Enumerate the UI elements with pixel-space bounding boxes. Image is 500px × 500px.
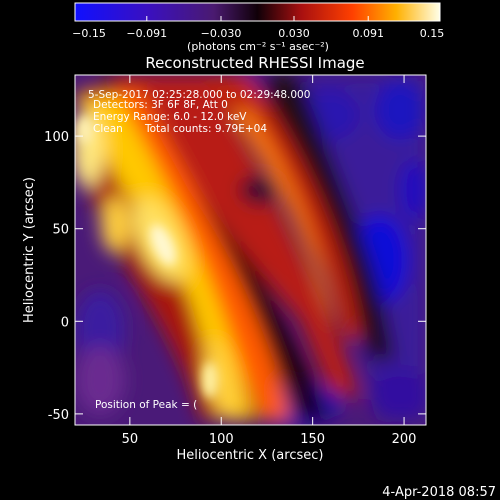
colorbar-units-label: (photons cm⁻² s⁻¹ asec⁻²) [187, 40, 329, 53]
x-tick-label-1: 100 [209, 432, 234, 447]
colorbar-tick-label-0: −0.15 [72, 27, 106, 40]
colorbar-tick-label-2: −0.030 [201, 27, 242, 40]
y-axis-tick-labels: -50 0 50 100 [44, 130, 69, 423]
plot-frame [74, 74, 427, 426]
footer-date: 4-Apr-2018 08:57 [382, 485, 496, 500]
time-range-annotation: 5-Sep-2017 02:25:28.000 to 02:29:48.000 [88, 89, 310, 101]
detectors-annotation: Detectors: 3F 6F 8F, Att 0 [93, 99, 228, 111]
y-axis-label: Heliocentric Y (arcsec) [22, 177, 37, 323]
x-tick-label-0: 50 [122, 432, 139, 447]
y-tick-label-0: -50 [48, 408, 69, 423]
colorbar [74, 2, 441, 22]
energy-range-annotation: Energy Range: 6.0 - 12.0 keV [93, 111, 247, 123]
colorbar-tick-label-1: −0.091 [126, 27, 167, 40]
heatmap-image [75, 75, 426, 425]
total-counts-annotation: Total counts: 9.79E+04 [144, 123, 267, 135]
peak-position-annotation: Position of Peak = ( [95, 399, 197, 411]
x-axis-label: Heliocentric X (arcsec) [177, 448, 324, 463]
colorbar-tick-labels: −0.15 −0.091 −0.030 0.030 0.091 0.15 [72, 27, 444, 40]
y-tick-label-3: 100 [44, 130, 69, 145]
colorbar-tick-label-4: 0.091 [352, 27, 384, 40]
y-tick-label-1: 0 [61, 315, 69, 330]
y-axis-ticks [75, 135, 426, 415]
colorbar-tick-label-3: 0.030 [278, 27, 310, 40]
x-tick-label-2: 150 [300, 432, 325, 447]
colorbar-tick-label-5: 0.15 [420, 27, 445, 40]
x-axis-ticks [129, 75, 405, 425]
colorbar-ticks [74, 16, 441, 21]
x-tick-label-3: 200 [392, 432, 417, 447]
clean-annotation: Clean [93, 123, 123, 135]
chart-title: Reconstructed RHESSI Image [145, 54, 364, 72]
x-axis-tick-labels: 50 100 150 200 [122, 432, 417, 447]
y-tick-label-2: 50 [52, 223, 69, 238]
